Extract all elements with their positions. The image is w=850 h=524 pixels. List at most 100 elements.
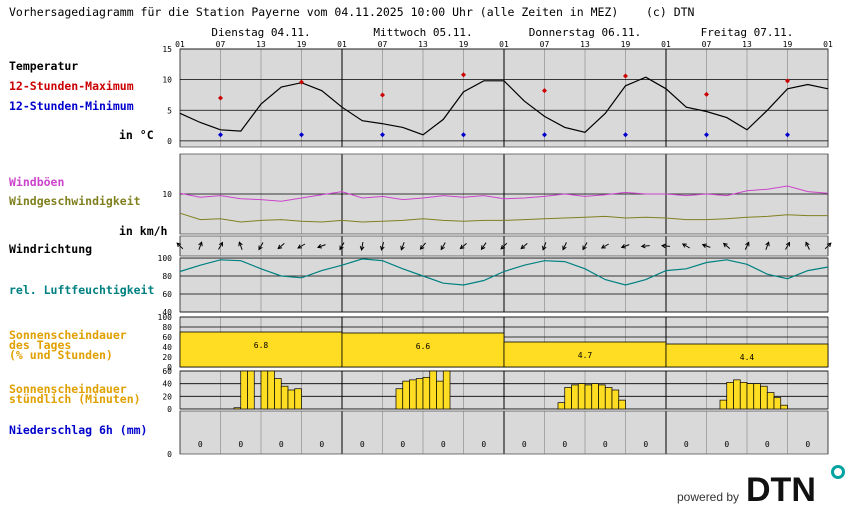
precip-value: 0 <box>481 440 486 449</box>
max-marker <box>785 78 790 84</box>
sun-hourly-bar <box>733 379 741 410</box>
hour-tick-label: 19 <box>297 40 307 49</box>
wind-arrow-shaft <box>824 242 832 250</box>
precip-value: 0 <box>765 440 770 449</box>
precip-value: 0 <box>643 440 648 449</box>
max-marker <box>380 92 385 98</box>
panel-border <box>179 410 829 455</box>
humidity-line <box>179 258 829 286</box>
wind-arrow-head <box>701 243 707 248</box>
wind-arrow <box>744 241 750 250</box>
max-marker <box>218 95 223 101</box>
dtn-logo: DTN <box>746 465 845 509</box>
sun-hourly-bar <box>584 384 593 410</box>
y-tick-label: 40 <box>162 308 172 317</box>
wind-arrow-shaft <box>440 242 446 250</box>
hour-tick-label: 13 <box>580 40 590 49</box>
wind-arrow <box>359 241 365 251</box>
wind-arrow-head <box>459 244 465 250</box>
wind-arrow <box>419 242 426 250</box>
max-marker <box>542 88 547 94</box>
sun-daily-bar <box>179 331 343 368</box>
y-tick-label: 60 <box>162 290 172 299</box>
wind-arrow-head <box>562 245 567 251</box>
temperature-line <box>179 76 829 136</box>
precip-value: 0 <box>319 440 324 449</box>
wind-arrow-head <box>480 245 486 251</box>
y-tick-label: 0 <box>167 137 172 146</box>
wind-arrow <box>701 243 711 248</box>
y-tick-label: 60 <box>162 333 172 342</box>
sun-hourly-bar <box>571 384 579 410</box>
wind-arrow-shaft <box>297 243 306 249</box>
min-marker <box>299 132 304 138</box>
wind-arrow-shaft <box>582 242 588 250</box>
wind-arrow-shaft <box>785 242 790 250</box>
sun-hourly-bar <box>287 389 296 410</box>
wind-series <box>179 185 829 223</box>
sun-hourly-bar <box>766 392 775 410</box>
wind-arrow-shaft <box>744 242 750 250</box>
wind-arrow-head <box>258 245 263 251</box>
wind-arrow-shaft <box>258 242 264 250</box>
wind-arrow <box>681 243 690 249</box>
wind-arrow-head <box>681 243 687 248</box>
wind-arrow-shaft <box>702 244 711 248</box>
wind-arrow <box>765 241 770 250</box>
wind-arrow <box>480 242 487 251</box>
copyright: (c) DTN <box>646 5 695 19</box>
wind-unit-label: in km/h <box>119 224 168 238</box>
hour-tick-label: 13 <box>418 40 428 49</box>
wind-arrow-shaft <box>339 242 345 250</box>
y-tick-label: 10 <box>162 190 172 199</box>
wind-arrow <box>542 242 547 251</box>
wind-arrow <box>582 242 588 251</box>
gust-line <box>179 185 829 202</box>
y-tick-label: 100 <box>158 313 173 322</box>
sun-daily-label-1: Sonnenscheindauer <box>9 328 127 342</box>
y-tick-label: 0 <box>167 405 172 414</box>
humidity-label: rel. Luftfeuchtigkeit <box>9 283 154 297</box>
wind-arrow-shaft <box>661 245 671 247</box>
wind-arrow-head <box>600 244 606 249</box>
max-marker <box>623 73 628 79</box>
wind-arrow <box>218 241 224 250</box>
wind-arrow-shaft <box>562 242 567 250</box>
precip-value: 0 <box>603 440 608 449</box>
wind-arrow <box>400 242 405 251</box>
wind-arrow-head <box>640 243 646 249</box>
wind-arrow-shaft <box>621 244 630 248</box>
wind-arrow-shaft <box>601 243 609 249</box>
wind-arrow-shaft <box>723 243 731 249</box>
temp-unit-label: in °C <box>119 128 154 142</box>
sun-hourly-bar <box>442 370 451 410</box>
humidity-series <box>179 258 829 286</box>
sun-hourly-bar <box>402 380 410 410</box>
precip-value: 0 <box>724 440 729 449</box>
wind-arrow-shaft <box>277 243 285 249</box>
wind-arrow-shaft <box>500 242 508 250</box>
wind-arrow-shaft <box>361 241 364 251</box>
hour-tick-label: 19 <box>459 40 469 49</box>
sun-hourly-bar <box>436 380 444 410</box>
sun-hourly-bar <box>746 383 755 410</box>
hour-tick-label: 13 <box>742 40 752 49</box>
wind-arrow-head <box>380 245 385 251</box>
wind-arrow <box>600 243 609 249</box>
sun-hourly-bar <box>280 385 289 410</box>
wind-arrow <box>176 242 184 250</box>
wind-arrow-shaft <box>765 242 770 250</box>
y-tick-label: 80 <box>162 272 172 281</box>
chart-title: Vorhersagediagramm für die Station Payer… <box>9 5 618 19</box>
hour-tick-label: 01 <box>175 40 185 49</box>
min-marker <box>785 132 790 138</box>
sun-daily-label-2: des Tages <box>9 338 71 352</box>
min-marker <box>623 132 628 138</box>
wind-arrow <box>824 242 832 250</box>
wind-arrow-head <box>805 241 810 247</box>
sun-hourly-bar <box>233 407 242 410</box>
powered-by-text: powered by <box>677 490 739 504</box>
min-label: 12-Stunden-Minimum <box>9 99 134 113</box>
y-tick-label: 40 <box>162 380 172 389</box>
wind-arrow-shaft <box>460 243 467 249</box>
